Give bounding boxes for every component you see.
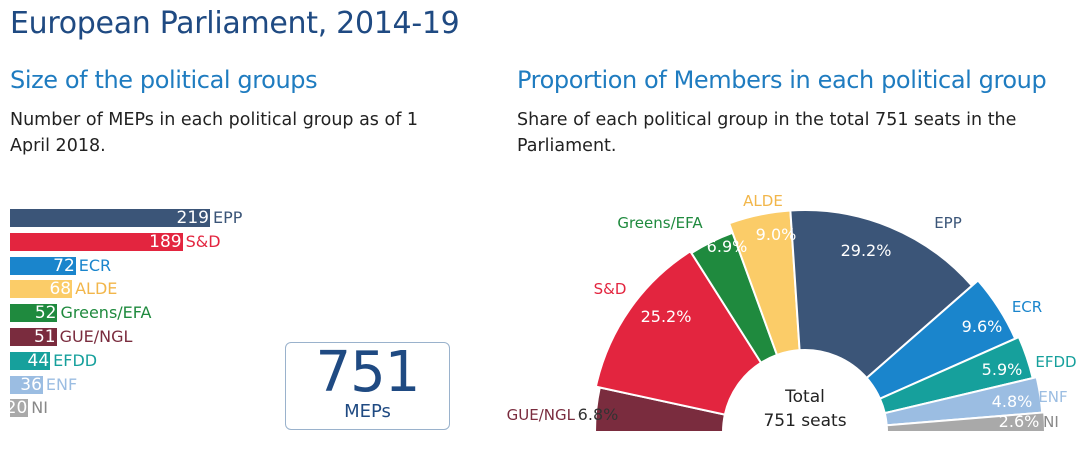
bar-label-enf: ENF — [45, 374, 78, 394]
slice-value-epp: 29.2% — [841, 241, 892, 260]
slice-value-gue-ngl: 6.8% — [578, 405, 619, 424]
slice-value-enf: 4.8% — [992, 392, 1033, 411]
center-label-line-2: 751 seats — [763, 411, 846, 431]
bar-gue-ngl — [10, 328, 57, 346]
slice-value-alde: 9.0% — [756, 225, 797, 244]
bar-epp — [10, 209, 210, 227]
bar-label-s-d: S&D — [185, 231, 221, 251]
right-section-subtitle: Share of each political group in the tot… — [517, 110, 1017, 156]
bar-alde — [10, 280, 73, 299]
slice-value-greens-efa: 6.9% — [707, 237, 748, 256]
bar-ni — [10, 399, 29, 418]
bar-value-enf: 36 — [20, 374, 42, 395]
total-meps-value: 751 — [315, 340, 421, 405]
bar-value-s-d: 189 — [149, 231, 182, 252]
slice-label-ni: NI — [1043, 413, 1059, 431]
slice-label-gue-ngl: GUE/NGL — [507, 406, 576, 424]
bar-ecr — [10, 256, 76, 275]
bar-greens-efa — [10, 304, 58, 323]
slice-label-enf: ENF — [1038, 388, 1067, 406]
bar-chart: 219 EPP 189 S&D 72 ECR 68 ALDE 52 Greens/EFA 51 GUE… — [0, 200, 280, 440]
bar-label-ecr: ECR — [78, 255, 112, 275]
slice-value-ecr: 9.6% — [962, 317, 1003, 336]
slice-label-greens-efa: Greens/EFA — [617, 214, 703, 232]
main-title: European Parliament, 2014-19 — [10, 6, 460, 41]
bar-s-d — [10, 232, 183, 251]
bar-value-efdd: 44 — [27, 350, 50, 371]
bar-label-ni: NI — [31, 398, 48, 418]
slice-value-ni: 2.6% — [999, 412, 1040, 431]
bar-value-alde: 68 — [49, 279, 72, 300]
bar-label-greens-efa: Greens/EFA — [60, 303, 152, 323]
bar-label-alde: ALDE — [75, 279, 118, 299]
bar-value-greens-efa: 52 — [34, 303, 57, 324]
bar-label-efdd: EFDD — [53, 350, 98, 370]
bar-value-ni: 20 — [5, 398, 28, 419]
bar-enf — [10, 375, 43, 394]
slice-label-epp: EPP — [934, 214, 962, 232]
bar-label-gue-ngl: GUE/NGL — [59, 327, 133, 346]
slice-value-efdd: 5.9% — [982, 360, 1023, 379]
slice-value-s-d: 25.2% — [641, 307, 692, 326]
bar-value-gue-ngl: 51 — [33, 327, 56, 347]
bar-label-epp: EPP — [213, 208, 243, 227]
right-section-title: Proportion of Members in each political … — [517, 66, 1047, 94]
slice-label-s-d: S&D — [594, 280, 627, 298]
slice-label-alde: ALDE — [743, 192, 783, 210]
left-section-title: Size of the political groups — [10, 66, 318, 94]
slice-label-ecr: ECR — [1012, 298, 1042, 316]
total-meps-label: MEPs — [344, 401, 391, 422]
hemicycle-center — [723, 350, 887, 432]
bar-efdd — [10, 351, 51, 370]
bar-value-epp: 219 — [176, 208, 209, 228]
center-label-line-1: Total — [784, 387, 825, 407]
bar-value-ecr: 72 — [53, 255, 75, 276]
slice-label-efdd: EFDD — [1035, 353, 1076, 371]
left-section-subtitle: Number of MEPs in each political group a… — [10, 110, 419, 156]
total-meps-box: 751 MEPs — [285, 342, 450, 430]
